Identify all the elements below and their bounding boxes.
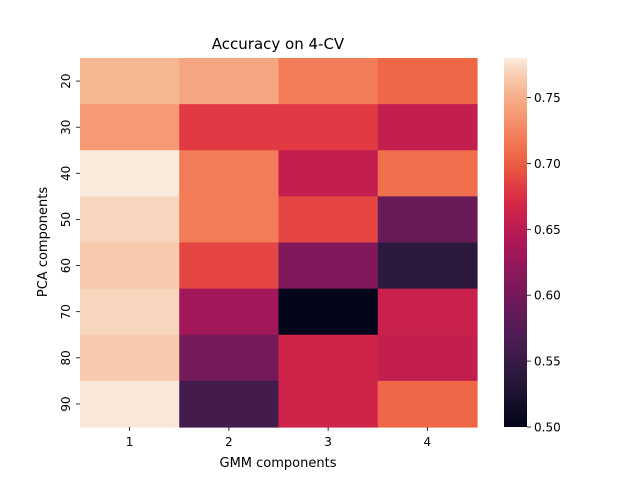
heatmap-cell [278,58,379,105]
heatmap-cell [278,196,379,244]
y-axis-ticks: 20 30 40 50 60 70 80 90 [59,73,80,412]
heatmap-cell [377,58,478,105]
y-tick-label: 50 [59,212,73,227]
heatmap-cell [278,334,379,382]
heatmap-cell [80,380,180,428]
colorbar-tick-label: 0.55 [534,355,561,369]
y-tick-label: 40 [59,166,73,181]
y-axis-label: PCA components [36,187,51,297]
heatmap-cell [377,288,478,336]
colorbar [504,58,527,427]
colorbar-tick-label: 0.70 [534,157,561,171]
y-tick-label: 90 [59,396,73,411]
colorbar-tick-label: 0.50 [534,421,561,435]
heatmap-cell [377,196,478,244]
heatmap-cell [377,104,478,151]
y-tick-label: 80 [59,350,73,365]
heatmap-cell [80,196,180,244]
heatmap-cell [278,380,379,428]
heatmap-cell [179,104,280,151]
heatmap-cell [278,150,379,197]
x-tick-label: 2 [225,435,233,449]
heatmap-cells [80,58,478,428]
y-tick-label: 70 [59,304,73,319]
heatmap-cell [179,58,280,105]
heatmap-cell [377,380,478,428]
heatmap-cell [179,380,280,428]
y-tick-label: 60 [59,258,73,273]
heatmap-cell [179,196,280,244]
heatmap-cell [278,242,379,290]
heatmap-cell [80,150,180,197]
x-tick-label: 3 [324,435,332,449]
heatmap-cell [179,242,280,290]
heatmap-cell [179,334,280,382]
colorbar-tick-label: 0.60 [534,289,561,303]
heatmap-cell [278,104,379,151]
heatmap-cell [179,288,280,336]
colorbar-ticks: 0.50 0.55 0.60 0.65 0.70 0.75 [527,91,561,435]
x-axis-label: GMM components [220,456,337,471]
heatmap-cell [80,104,180,151]
chart-title: Accuracy on 4-CV [212,35,345,53]
heatmap-cell [377,334,478,382]
x-axis-ticks: 1 2 3 4 [126,427,431,449]
colorbar-tick-label: 0.65 [534,223,561,237]
y-tick-label: 30 [59,120,73,135]
x-tick-label: 4 [424,435,432,449]
heatmap-cell [80,334,180,382]
heatmap-cell [80,58,180,105]
heatmap-cell [377,242,478,290]
heatmap-cell [80,288,180,336]
heatmap-cell [179,150,280,197]
heatmap-cell [377,150,478,197]
heatmap-cell [80,242,180,290]
colorbar-tick-label: 0.75 [534,91,561,105]
x-tick-label: 1 [126,435,134,449]
heatmap-cell [278,288,379,336]
y-tick-label: 20 [59,73,73,88]
